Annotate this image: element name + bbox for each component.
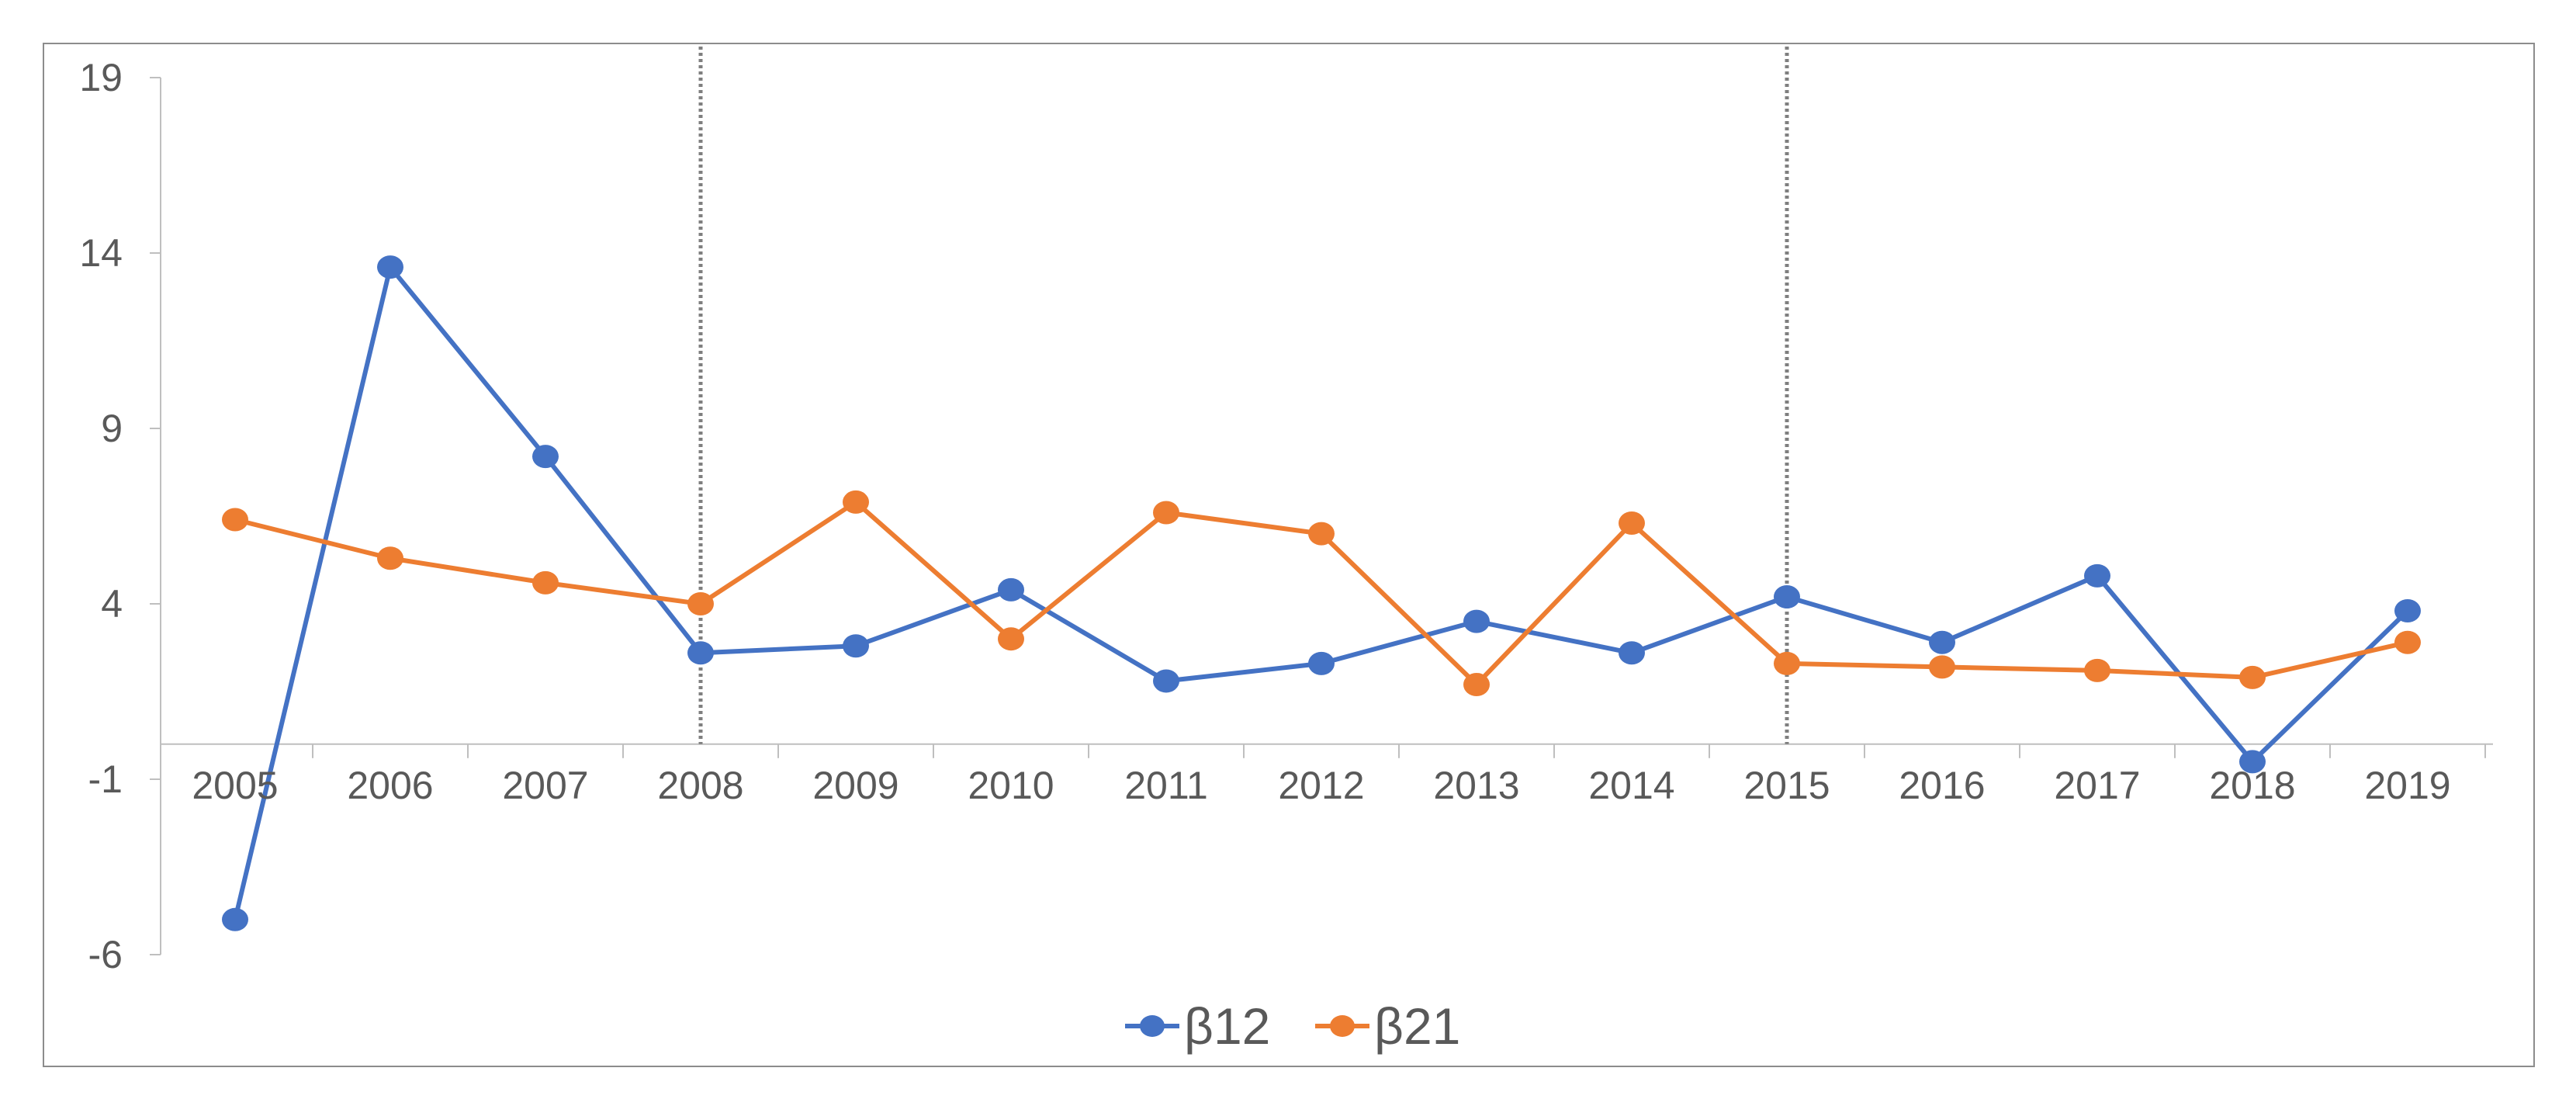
data-point: [1153, 669, 1179, 693]
legend-entry: β12: [1125, 997, 1270, 1055]
x-tick-label: 2013: [1433, 764, 1519, 807]
data-point: [1929, 630, 1955, 654]
data-point: [687, 641, 714, 665]
legend-swatch-marker: [1140, 1015, 1165, 1037]
series-group: [222, 255, 2421, 931]
data-point: [1308, 522, 1335, 546]
x-tick-label: 2019: [2364, 764, 2450, 807]
data-point: [2239, 750, 2266, 774]
y-tick-label: 14: [79, 231, 123, 275]
data-point: [532, 445, 559, 469]
x-tick-label: 2006: [347, 764, 433, 807]
y-tick-label: -6: [88, 933, 123, 976]
x-tick-label: 2017: [2054, 764, 2140, 807]
data-point: [222, 508, 248, 532]
axes: [150, 77, 2493, 955]
data-point: [2084, 563, 2110, 588]
x-tick-label: 2012: [1278, 764, 1364, 807]
data-point: [1308, 651, 1335, 675]
data-point: [998, 627, 1024, 651]
x-tick-label: 2014: [1588, 764, 1674, 807]
y-tick-label: -1: [88, 758, 123, 801]
series-group: [222, 490, 2421, 696]
data-point: [377, 546, 403, 570]
legend-label: β21: [1374, 997, 1460, 1055]
chart-frame: [43, 43, 2535, 1067]
legend-entry: β21: [1315, 997, 1460, 1055]
data-point: [1774, 584, 1800, 608]
data-point: [222, 907, 248, 931]
y-tick-label: 4: [101, 582, 123, 626]
tick-labels: 19 14 9 4 -1 -6 2005 2006 2007 2008 2009 2010 2011 20…: [79, 56, 2450, 976]
data-point: [1153, 501, 1179, 525]
data-point: [377, 255, 403, 279]
x-tick-label: 2005: [192, 764, 278, 807]
data-point: [843, 490, 869, 514]
x-tick-label: 2007: [502, 764, 588, 807]
series: [222, 255, 2421, 931]
legend-label: β12: [1184, 997, 1270, 1055]
data-point: [532, 570, 559, 595]
x-tick-label: 2009: [812, 764, 898, 807]
legend: β12 β21: [1125, 997, 1460, 1055]
x-tick-label: 2008: [657, 764, 743, 807]
data-point: [1463, 609, 1490, 633]
y-tick-label: 9: [101, 407, 123, 450]
data-point: [998, 577, 1024, 602]
data-point: [2239, 665, 2266, 689]
data-point: [1774, 651, 1800, 675]
legend-swatch-marker: [1330, 1015, 1355, 1037]
data-point: [843, 634, 869, 658]
data-point: [1463, 672, 1490, 696]
data-point: [1619, 641, 1645, 665]
vertical-markers: [698, 47, 1789, 744]
data-point: [1619, 511, 1645, 536]
y-tick-label: 19: [79, 56, 123, 99]
x-tick-label: 2016: [1899, 764, 1985, 807]
data-point: [687, 592, 714, 615]
x-tick-label: 2010: [968, 764, 1054, 807]
x-tick-label: 2015: [1743, 764, 1830, 807]
data-point: [2084, 658, 2110, 682]
data-point: [1929, 655, 1955, 679]
series-line: [233, 265, 2410, 920]
data-point: [2394, 599, 2421, 623]
x-tick-label: 2018: [2209, 764, 2295, 807]
data-point: [2394, 630, 2421, 654]
x-tick-label: 2011: [1124, 764, 1208, 807]
